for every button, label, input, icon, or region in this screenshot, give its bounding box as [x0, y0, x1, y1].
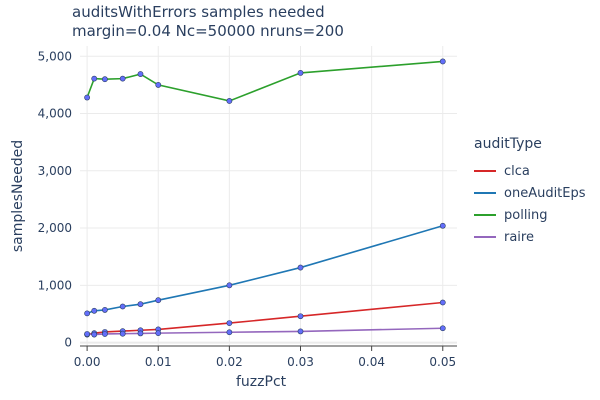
data-point-polling	[84, 94, 91, 101]
data-point-raire	[226, 329, 233, 336]
data-point-raire	[439, 325, 446, 332]
x-tick-label: 0.04	[358, 355, 385, 369]
legend-item-polling[interactable]: polling	[474, 204, 586, 226]
chart-title: auditsWithErrors samples needed	[72, 3, 325, 21]
x-tick-label: 0.03	[287, 355, 314, 369]
legend-label: oneAuditEps	[504, 185, 586, 201]
data-point-raire	[91, 331, 98, 338]
data-point-polling	[297, 70, 304, 76]
legend-swatch	[474, 214, 496, 216]
data-point-polling	[101, 76, 108, 83]
data-point-oneAuditEps	[137, 301, 144, 308]
legend-title: auditType	[474, 136, 542, 152]
y-tick-label: 4,000	[38, 107, 72, 121]
y-tick-label: 5,000	[38, 49, 72, 63]
data-point-clca	[297, 313, 304, 320]
legend-swatch	[474, 236, 496, 238]
series-line-oneAuditEps	[86, 225, 443, 315]
data-point-polling	[226, 98, 233, 104]
x-tick-label: 0.02	[216, 355, 243, 369]
legend: auditType clca oneAuditEps polling raire	[474, 136, 586, 248]
series-layer	[86, 60, 443, 336]
legend-item-oneAuditEps[interactable]: oneAuditEps	[474, 182, 586, 204]
data-point-clca	[439, 299, 446, 306]
data-point-raire	[119, 330, 126, 337]
legend-swatch	[474, 170, 496, 172]
legend-label: polling	[504, 207, 548, 223]
legend-item-raire[interactable]: raire	[474, 226, 586, 248]
data-point-raire	[101, 331, 108, 337]
y-tick-label: 1,000	[38, 278, 72, 292]
legend-swatch	[474, 192, 496, 194]
y-tick-label: 0	[64, 336, 72, 350]
data-point-raire	[297, 328, 304, 335]
y-tick-label: 3,000	[38, 164, 72, 178]
data-point-oneAuditEps	[439, 222, 446, 229]
data-point-oneAuditEps	[84, 310, 91, 317]
data-point-oneAuditEps	[155, 297, 162, 304]
data-point-oneAuditEps	[226, 282, 233, 289]
data-point-raire	[137, 330, 144, 337]
y-axis-title: samplesNeeded	[10, 139, 26, 253]
legend-label: clca	[504, 163, 530, 179]
legend-item-clca[interactable]: clca	[474, 160, 586, 182]
data-point-raire	[155, 330, 162, 337]
data-point-oneAuditEps	[91, 307, 98, 314]
data-point-oneAuditEps	[297, 264, 304, 271]
markers-layer	[84, 58, 446, 338]
legend-label: raire	[504, 229, 534, 245]
data-point-polling	[439, 58, 446, 65]
data-point-oneAuditEps	[119, 303, 126, 310]
y-tick-label: 2,000	[38, 221, 72, 235]
data-point-raire	[84, 331, 91, 337]
data-point-polling	[155, 82, 162, 88]
x-axis-title: fuzzPct	[236, 374, 287, 390]
data-point-polling	[91, 75, 98, 82]
x-tick-label: 0.01	[145, 355, 172, 369]
data-point-polling	[119, 75, 126, 82]
grid	[80, 46, 457, 346]
axes: 0 1,000 2,000 3,000 4,000 5,000 0.00 0.01 0.02 0.…	[38, 49, 457, 369]
data-point-clca	[226, 320, 233, 326]
data-point-polling	[137, 71, 144, 77]
x-tick-label: 0.05	[429, 355, 456, 369]
chart-subtitle: margin=0.04 Nc=50000 nruns=200	[72, 22, 344, 40]
data-point-oneAuditEps	[101, 307, 108, 313]
series-line-polling	[86, 60, 443, 102]
x-tick-label: 0.00	[74, 355, 101, 369]
